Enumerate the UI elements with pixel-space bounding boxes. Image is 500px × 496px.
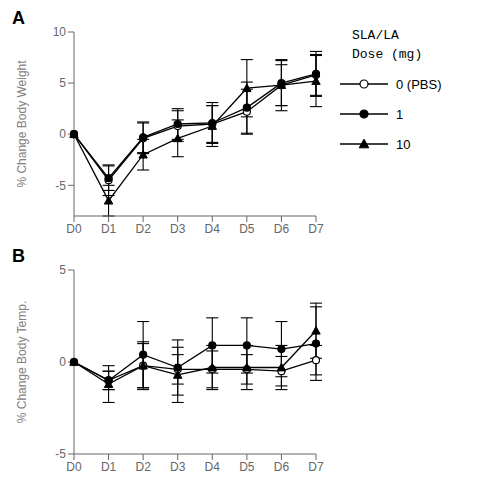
html-text:1: 1 [396, 106, 404, 122]
svg-text:0: 0 [59, 127, 66, 141]
html-text:Dose (mg): Dose (mg) [352, 47, 423, 62]
svg-text:5: 5 [59, 76, 66, 90]
svg-text:D3: D3 [170, 222, 186, 236]
svg-text:D2: D2 [135, 222, 151, 236]
svg-text:D5: D5 [239, 460, 255, 474]
svg-text:D7: D7 [308, 460, 324, 474]
svg-text:-5: -5 [55, 447, 66, 461]
svg-text:0: 0 [59, 355, 66, 369]
svg-text:D1: D1 [101, 222, 117, 236]
svg-text:D6: D6 [274, 460, 290, 474]
svg-text:D3: D3 [170, 460, 186, 474]
svg-text:D7: D7 [308, 222, 324, 236]
html-text:10: 10 [396, 136, 411, 152]
svg-text:D0: D0 [66, 222, 82, 236]
html-text:A: A [12, 8, 25, 28]
svg-text:10: 10 [53, 25, 67, 39]
svg-text:D2: D2 [135, 460, 151, 474]
svg-text:-5: -5 [55, 179, 66, 193]
svg-text:D4: D4 [205, 460, 221, 474]
html-text:B: B [12, 246, 25, 266]
svg-text:D4: D4 [205, 222, 221, 236]
svg-text:D6: D6 [274, 222, 290, 236]
svg-text:5: 5 [59, 263, 66, 277]
svg-text:D1: D1 [101, 460, 117, 474]
html-text:0 (PBS): 0 (PBS) [396, 76, 442, 92]
svg-text:D5: D5 [239, 222, 255, 236]
svg-text:% Change Body Weight: % Change Body Weight [15, 60, 29, 188]
html-text:SLA/LA: SLA/LA [352, 28, 399, 43]
svg-text:% Change Body Temp.: % Change Body Temp. [15, 301, 29, 424]
svg-text:D0: D0 [66, 460, 82, 474]
